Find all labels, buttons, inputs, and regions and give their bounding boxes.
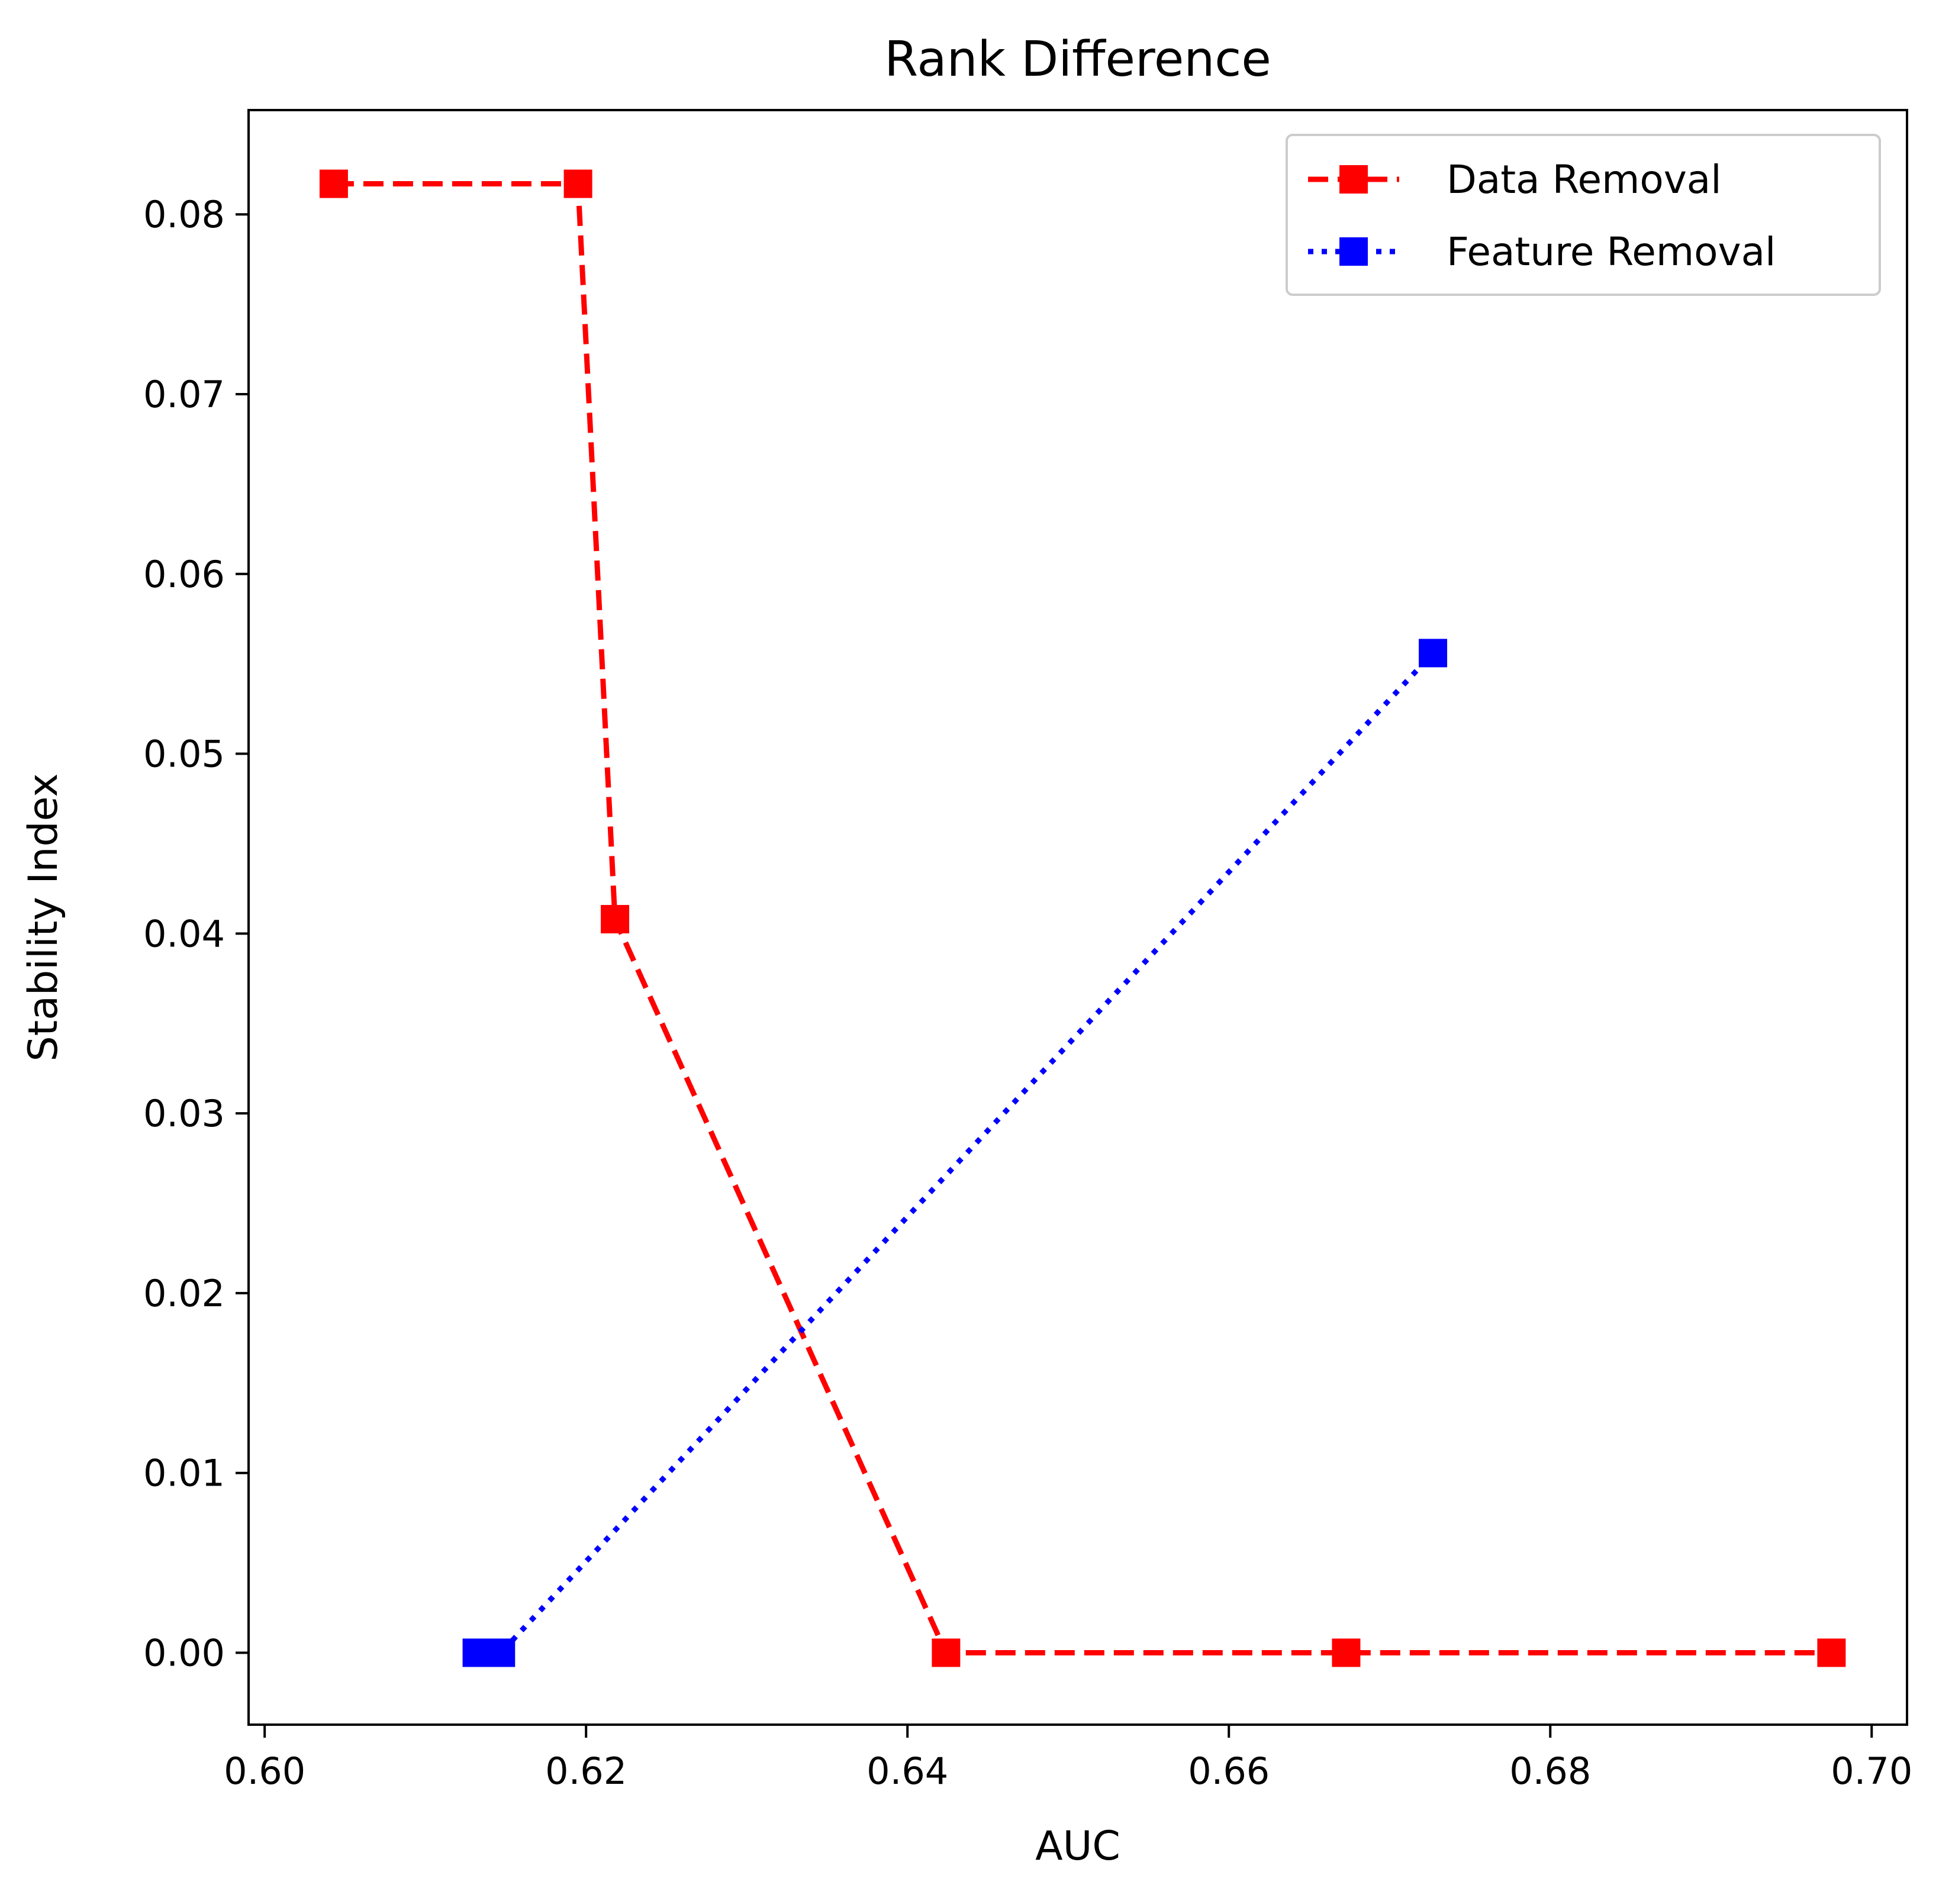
y-tick-label: 0.04 (143, 912, 225, 955)
x-tick-label: 0.60 (224, 1750, 305, 1793)
x-axis-ticks: 0.60 0.62 0.64 0.66 0.68 0.70 (224, 1725, 1912, 1793)
x-tick-label: 0.64 (867, 1750, 948, 1793)
x-tick-label: 0.68 (1509, 1750, 1591, 1793)
legend-marker-feature-removal (1339, 237, 1368, 266)
y-axis-label: Stability Index (20, 773, 67, 1061)
y-tick-label: 0.06 (143, 553, 225, 596)
y-tick-label: 0.08 (143, 193, 225, 236)
y-tick-label: 0.05 (143, 733, 225, 776)
x-axis-label: AUC (1035, 1823, 1120, 1870)
legend-marker-data-removal (1339, 165, 1368, 194)
data-point-feature-removal (487, 1638, 516, 1667)
plot-frame (247, 109, 1908, 1726)
y-tick-label: 0.03 (143, 1092, 225, 1135)
y-tick-label: 0.07 (143, 373, 225, 416)
x-tick-label: 0.66 (1188, 1750, 1270, 1793)
data-point-data-removal (319, 169, 348, 198)
legend-box (1286, 134, 1881, 296)
y-tick-label: 0.01 (143, 1452, 225, 1495)
y-tick-label: 0.02 (143, 1272, 225, 1315)
x-tick-label: 0.70 (1831, 1750, 1912, 1793)
y-tick-label: 0.00 (143, 1631, 225, 1674)
series-markers (319, 169, 1846, 1667)
data-point-data-removal (1332, 1638, 1361, 1667)
legend-label-data-removal: Data Removal (1447, 157, 1722, 202)
data-point-data-removal (563, 169, 592, 198)
x-tick-label: 0.62 (545, 1750, 627, 1793)
legend: Data Removal Feature Removal (1286, 134, 1881, 296)
data-point-data-removal (601, 905, 630, 934)
series-lines (333, 181, 1832, 1655)
data-point-data-removal (932, 1638, 961, 1667)
series-line-data-removal (333, 181, 1832, 1655)
data-point-data-removal (1817, 1638, 1846, 1667)
data-point-feature-removal (1419, 639, 1448, 668)
y-axis-ticks: 0.00 0.01 0.02 0.03 0.04 0.05 0.06 0.07 0.08 (143, 193, 249, 1674)
legend-label-feature-removal: Feature Removal (1447, 229, 1776, 275)
chart-title: Rank Difference (884, 31, 1271, 88)
data-point-feature-removal (462, 1638, 491, 1667)
